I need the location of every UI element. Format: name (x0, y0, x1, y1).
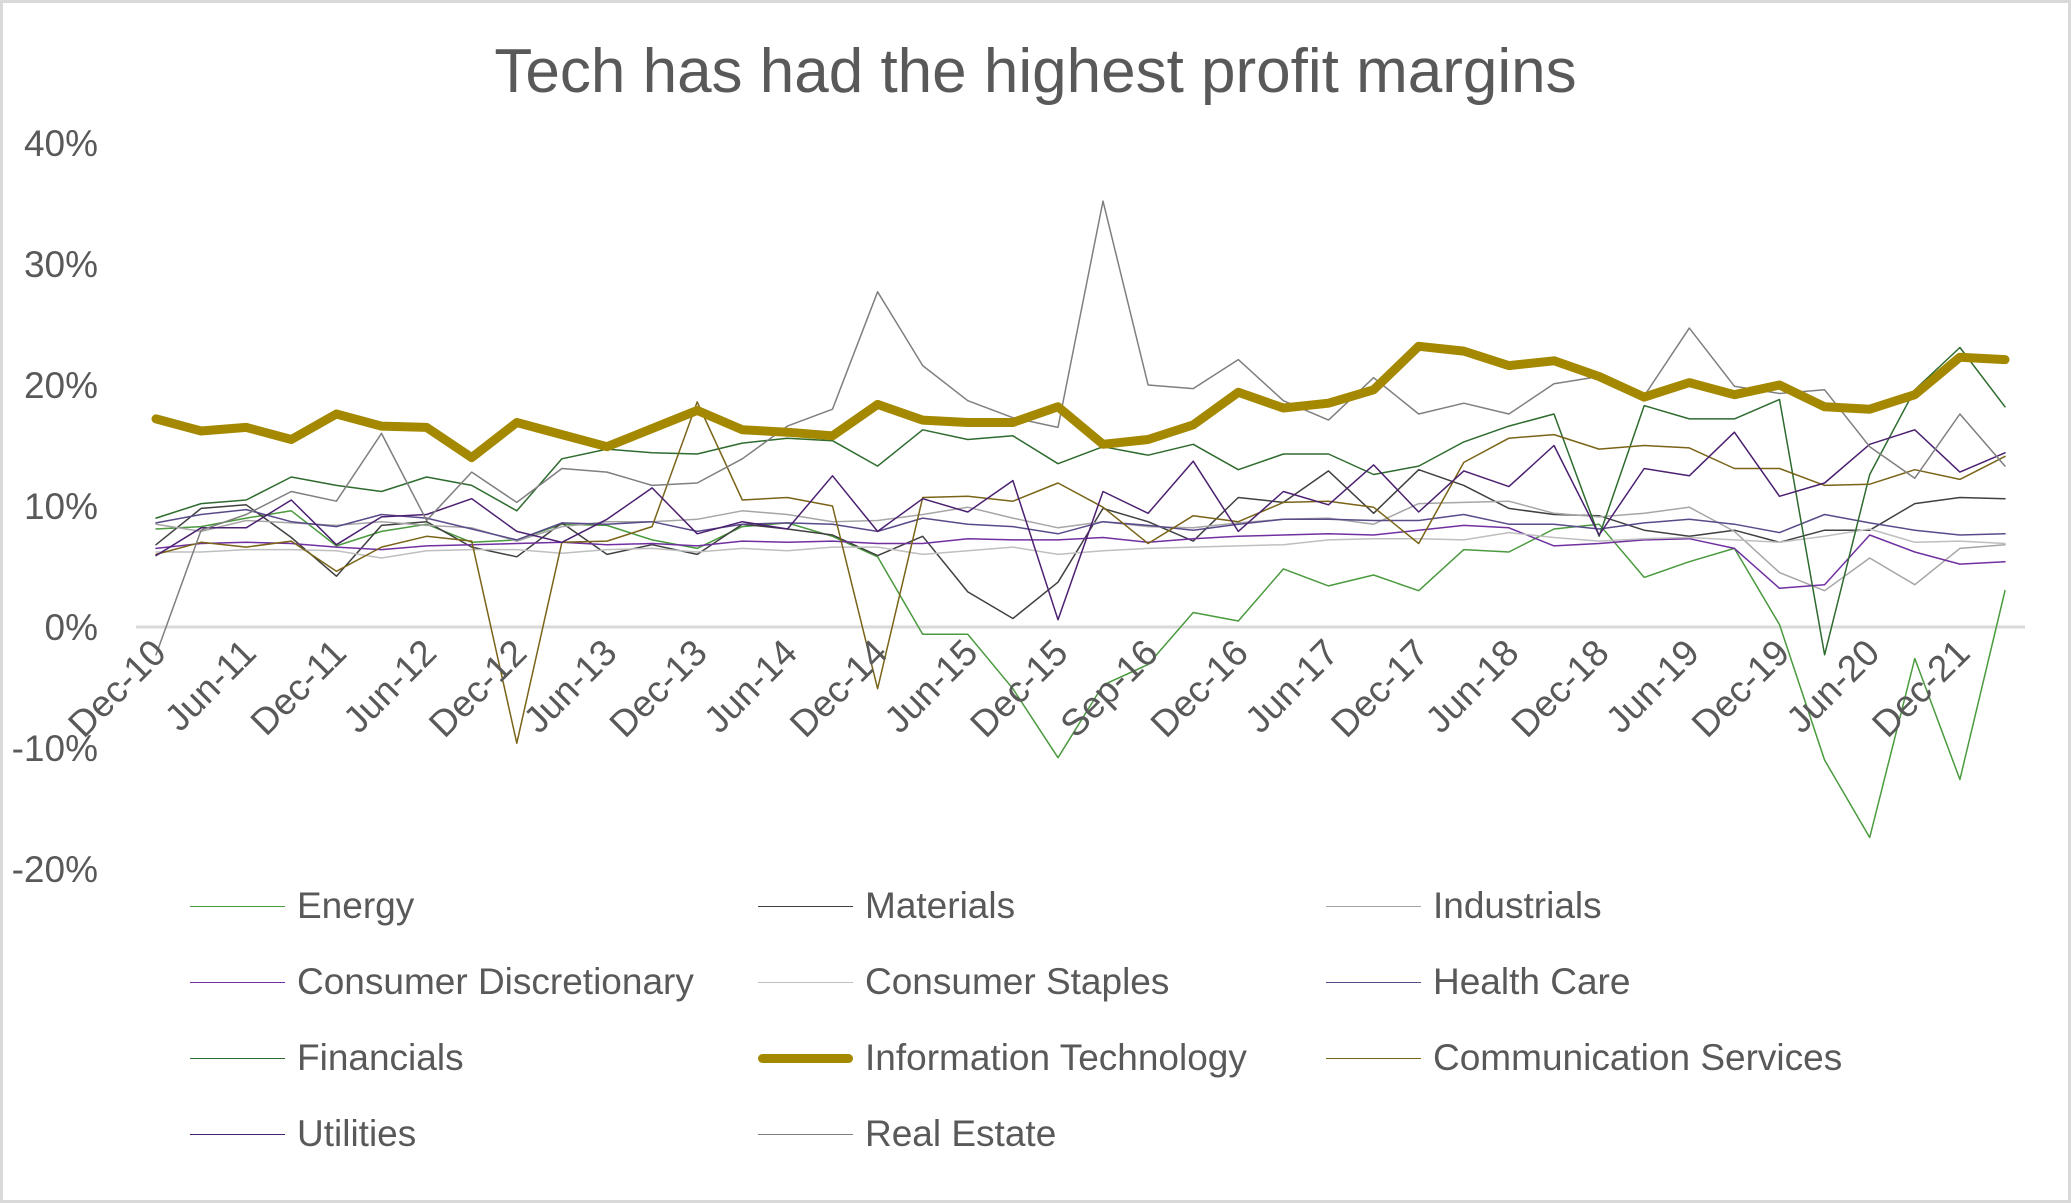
x-tick-label: Jun-17 (1237, 632, 1346, 741)
legend-item: Consumer Staples (758, 961, 1169, 1003)
legend-label: Industrials (1433, 885, 1602, 926)
series-line-real-estate (155, 200, 2006, 656)
series-group (151, 200, 2010, 839)
series-line-consumer-staples (155, 528, 2006, 559)
legend-swatch (758, 981, 853, 983)
legend-label: Financials (297, 1037, 464, 1078)
x-axis: Dec-10Jun-11Dec-11Jun-12Dec-12Jun-13Dec-… (60, 632, 1977, 745)
x-tick-label: Jun-11 (157, 632, 264, 739)
series-line-energy (155, 510, 2006, 839)
x-tick-label: Jun-20 (1778, 632, 1887, 741)
y-axis: -20% -10% 0% 10% 20% 30% 40% (12, 123, 98, 890)
x-tick-label: Dec-18 (1503, 632, 1616, 745)
legend-label: Communication Services (1433, 1037, 1843, 1078)
legend-swatch (1326, 981, 1421, 983)
legend-item: Energy (190, 885, 414, 927)
legend-swatch (190, 981, 285, 983)
legend-item: Financials (190, 1037, 464, 1079)
series-line-communication-services (155, 401, 2006, 744)
legend-label: Consumer Discretionary (297, 961, 694, 1002)
legend-label: Consumer Staples (865, 961, 1170, 1002)
x-tick-label: Dec-10 (60, 632, 173, 745)
legend-label: Utilities (297, 1113, 417, 1154)
legend-swatch (758, 905, 853, 907)
series-line-financials (155, 346, 2006, 656)
chart-title: Tech has had the highest profit margins (494, 37, 1577, 106)
legend-swatch (1326, 905, 1421, 907)
y-tick-label: -10% (12, 728, 98, 769)
series-line-health-care (155, 508, 2006, 541)
legend-swatch (1326, 1057, 1421, 1059)
y-tick-label: 40% (24, 123, 98, 164)
x-tick-label: Dec-13 (601, 632, 714, 745)
x-tick-label: Dec-11 (243, 632, 354, 743)
x-tick-label: Jun-18 (1418, 632, 1527, 741)
legend-item: Real Estate (758, 1113, 1056, 1155)
x-tick-label: Dec-21 (1864, 632, 1977, 745)
x-tick-label: Jun-12 (335, 632, 444, 741)
y-tick-label: 10% (24, 486, 98, 527)
x-tick-label: Dec-16 (1143, 632, 1256, 745)
legend-item: Communication Services (1326, 1037, 1842, 1079)
x-tick-label: Dec-17 (1323, 632, 1436, 745)
legend-item: Information Technology (758, 1037, 1247, 1079)
legend-swatch (758, 1133, 853, 1135)
y-tick-label: 30% (24, 244, 98, 285)
series-line-utilities (155, 429, 2006, 621)
y-tick-label: -20% (12, 849, 98, 890)
legend-label: Materials (865, 885, 1016, 926)
y-tick-label: 20% (24, 365, 98, 406)
x-tick-label: Jun-13 (516, 632, 625, 741)
series-line-consumer-discretionary (155, 524, 2006, 590)
legend-label: Real Estate (865, 1113, 1057, 1154)
legend-item: Health Care (1326, 961, 1630, 1003)
legend-swatch (190, 905, 285, 907)
legend-item: Industrials (1326, 885, 1602, 927)
legend-swatch (758, 1053, 853, 1063)
legend-item: Consumer Discretionary (190, 961, 694, 1003)
x-tick-label: Jun-15 (876, 632, 985, 741)
y-tick-label: 0% (45, 607, 98, 648)
series-line-information-technology (151, 341, 2010, 463)
legend-item: Utilities (190, 1113, 416, 1155)
x-tick-label: Dec-19 (1684, 632, 1797, 745)
legend-label: Health Care (1433, 961, 1631, 1002)
x-tick-label: Jun-14 (696, 632, 805, 741)
x-tick-label: Jun-19 (1598, 632, 1707, 741)
legend-label: Information Technology (865, 1037, 1247, 1078)
series-line-materials (155, 468, 2006, 620)
legend-label: Energy (297, 885, 415, 926)
legend-swatch (190, 1057, 285, 1059)
x-tick-label: Dec-12 (421, 632, 534, 745)
x-tick-label: Sep-16 (1052, 632, 1165, 745)
legend-item: Materials (758, 885, 1015, 927)
legend-swatch (190, 1133, 285, 1135)
